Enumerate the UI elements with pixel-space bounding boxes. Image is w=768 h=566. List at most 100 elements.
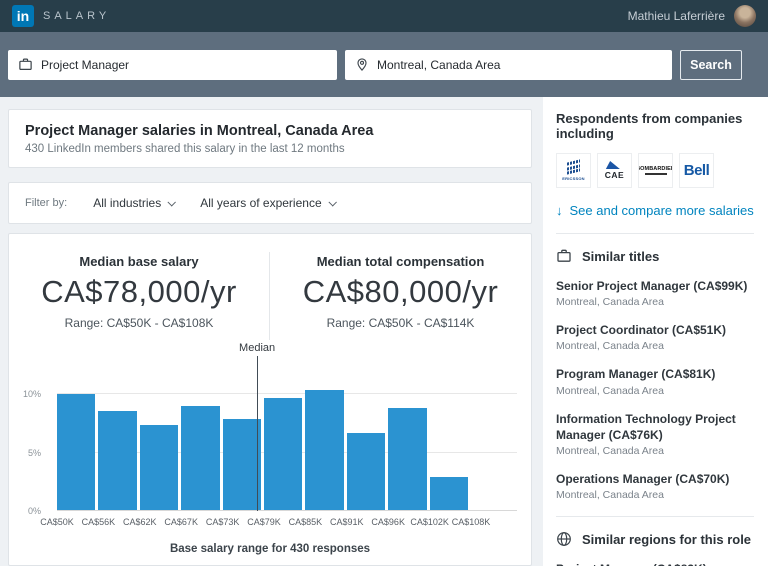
item-location: Montreal, Canada Area bbox=[556, 296, 664, 309]
page-title: Project Manager salaries in Montreal, Ca… bbox=[25, 123, 374, 139]
similar-title-item[interactable]: Senior Project Manager (CA$99K) Montreal… bbox=[556, 278, 754, 308]
sidebar: Respondents from companies including ERI… bbox=[543, 97, 768, 566]
median-base-value: CA$78,000/yr bbox=[41, 274, 237, 309]
histogram-bar[interactable] bbox=[181, 405, 220, 510]
company-logo-ericsson[interactable]: ERICSSON bbox=[556, 153, 591, 188]
bombardier-logo-text: BOMBARDIER bbox=[638, 165, 672, 172]
histogram-plot: CA$50K CA$56K CA$62K CA$67K CA$73K CA$79K CA$8… bbox=[40, 342, 517, 527]
similar-region-item[interactable]: Project Manager (CA$83K) Toronto, Canada… bbox=[556, 561, 754, 566]
top-header: in SALARY Mathieu Laferrière bbox=[0, 0, 768, 32]
x-tick-label: CA$91K bbox=[330, 517, 364, 527]
compare-salaries-label: See and compare more salaries bbox=[569, 203, 754, 218]
user-menu[interactable]: Mathieu Laferrière bbox=[628, 5, 756, 27]
location-pin-icon bbox=[355, 57, 369, 72]
search-button[interactable]: Search bbox=[680, 49, 742, 80]
x-tick-label: CA$96K bbox=[371, 517, 405, 527]
avatar[interactable] bbox=[734, 5, 756, 27]
globe-icon bbox=[556, 531, 572, 547]
similar-titles-heading: Similar titles bbox=[582, 248, 660, 264]
x-tick-label: CA$79K bbox=[247, 517, 281, 527]
company-logos: ERICSSON CAE BOMBARDIER Bell bbox=[556, 153, 754, 188]
item-location: Montreal, Canada Area bbox=[556, 384, 664, 397]
ericsson-logo-icon bbox=[567, 158, 580, 175]
x-tick-label: CA$102K bbox=[410, 517, 449, 527]
x-tick-label: CA$56K bbox=[81, 517, 116, 527]
similar-regions-header: Similar regions for this role bbox=[556, 531, 754, 547]
item-title: Project Coordinator (CA$51K) bbox=[556, 323, 727, 338]
similar-title-item[interactable]: Project Coordinator (CA$51K) Montreal, C… bbox=[556, 322, 754, 352]
filter-label: Filter by: bbox=[25, 197, 68, 209]
median-line bbox=[257, 356, 259, 511]
sidebar-divider bbox=[556, 233, 754, 234]
similar-regions-heading: Similar regions for this role bbox=[582, 531, 752, 547]
main-column: Project Manager salaries in Montreal, Ca… bbox=[0, 97, 543, 566]
sidebar-divider bbox=[556, 516, 754, 518]
linkedin-logo[interactable]: in bbox=[12, 5, 34, 27]
x-tick-label: CA$73K bbox=[205, 517, 240, 527]
location-field-wrap bbox=[345, 49, 672, 80]
page-subtitle: 430 LinkedIn members shared this salary … bbox=[25, 143, 345, 155]
search-bar: Search bbox=[0, 32, 768, 97]
gridline bbox=[57, 510, 517, 511]
histogram-bar[interactable] bbox=[346, 432, 386, 510]
median-total-label: Median total compensation bbox=[316, 254, 485, 269]
job-title-input[interactable] bbox=[41, 57, 327, 72]
x-tick-label: CA$62K bbox=[123, 517, 157, 527]
experience-dropdown-value: All years of experience bbox=[200, 196, 322, 210]
similar-titles-header: Similar titles bbox=[556, 248, 754, 264]
histogram-bars: CA$50K CA$56K CA$62K CA$67K CA$73K CA$79K CA$8… bbox=[40, 342, 490, 527]
chart-caption: Base salary range for 430 responses bbox=[169, 543, 371, 555]
histogram-bar[interactable] bbox=[429, 477, 468, 510]
item-location: Montreal, Canada Area bbox=[556, 340, 664, 353]
experience-dropdown[interactable]: All years of experience bbox=[200, 196, 337, 210]
y-tick-label: 0% bbox=[27, 506, 41, 516]
x-tick-label: CA$85K bbox=[288, 517, 323, 527]
median-stats: Median base salary CA$78,000/yr Range: C… bbox=[9, 252, 531, 340]
location-input[interactable] bbox=[377, 57, 662, 72]
y-axis: 0% 5% 10% bbox=[9, 366, 49, 516]
x-tick-label: CA$108K bbox=[451, 517, 491, 527]
histogram-bar[interactable] bbox=[139, 424, 179, 510]
histogram-bar[interactable] bbox=[57, 394, 96, 510]
cae-logo-icon bbox=[605, 161, 624, 169]
y-tick-label: 5% bbox=[27, 447, 41, 458]
filter-bar: Filter by: All industries All years of e… bbox=[8, 182, 532, 224]
job-title-field-wrap bbox=[8, 49, 337, 80]
page-content: Project Manager salaries in Montreal, Ca… bbox=[0, 97, 768, 566]
companies-heading: Respondents from companies including bbox=[556, 111, 743, 141]
histogram-bar[interactable] bbox=[264, 397, 303, 510]
histogram-bar[interactable] bbox=[388, 408, 427, 510]
cae-logo-text: CAE bbox=[604, 170, 625, 180]
median-base-label: Median base salary bbox=[79, 254, 199, 269]
y-tick-label: 10% bbox=[22, 389, 41, 400]
item-location: Montreal, Canada Area bbox=[556, 444, 664, 457]
briefcase-icon bbox=[18, 57, 33, 72]
median-total-value: CA$80,000/yr bbox=[302, 274, 499, 309]
histogram-bar[interactable] bbox=[98, 410, 137, 510]
x-tick-label: CA$67K bbox=[164, 517, 198, 527]
gridline bbox=[57, 393, 517, 395]
compare-salaries-link[interactable]: ↓ See and compare more salaries bbox=[556, 203, 754, 218]
similar-title-item[interactable]: Operations Manager (CA$70K) Montreal, Ca… bbox=[556, 471, 754, 501]
user-name: Mathieu Laferrière bbox=[627, 9, 725, 23]
down-arrow-icon: ↓ bbox=[556, 203, 563, 218]
company-logo-bombardier[interactable]: BOMBARDIER bbox=[638, 153, 673, 188]
chevron-down-icon bbox=[328, 198, 337, 207]
histogram-bar[interactable] bbox=[222, 418, 261, 510]
item-title: Program Manager (CA$81K) bbox=[556, 367, 716, 382]
item-title: Project Manager (CA$83K) bbox=[556, 561, 754, 566]
industries-dropdown[interactable]: All industries bbox=[93, 196, 177, 210]
company-logo-bell[interactable]: Bell bbox=[679, 153, 714, 188]
similar-title-item[interactable]: Information Technology Project Manager (… bbox=[556, 411, 754, 457]
item-title: Information Technology Project Manager (… bbox=[556, 411, 736, 442]
plot-wrap: 0% 5% 10% CA$50K CA$56K CA$62K CA$67K CA$73K CA… bbox=[23, 342, 517, 527]
median-label: Median bbox=[239, 342, 276, 354]
chevron-down-icon bbox=[167, 198, 177, 207]
salary-histogram: 0% 5% 10% CA$50K CA$56K CA$62K CA$67K CA$73K CA… bbox=[9, 342, 531, 555]
median-base-block: Median base salary CA$78,000/yr Range: C… bbox=[9, 252, 270, 340]
histogram-bar[interactable] bbox=[305, 389, 344, 510]
item-title: Operations Manager (CA$70K) bbox=[556, 471, 730, 486]
x-tick-label: CA$50K bbox=[40, 517, 74, 527]
similar-title-item[interactable]: Program Manager (CA$81K) Montreal, Canad… bbox=[556, 366, 754, 396]
company-logo-cae[interactable]: CAE bbox=[597, 153, 632, 188]
